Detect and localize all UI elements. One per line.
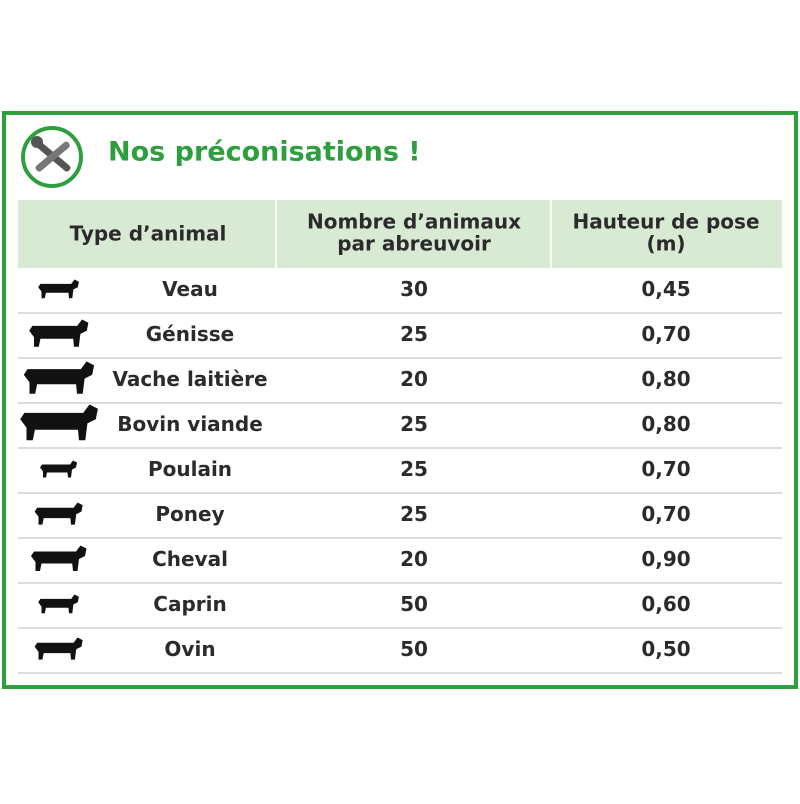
animal-silhouette (31, 545, 87, 571)
cell: 0,60 (641, 592, 690, 616)
animal-silhouette (38, 594, 79, 614)
cell: 0,90 (641, 547, 690, 571)
animal-icon (23, 361, 95, 394)
cell: Poulain (148, 457, 232, 481)
table-header-bg (18, 200, 782, 268)
animal-silhouette (20, 404, 98, 441)
column-header: (m) (646, 232, 685, 256)
tools-icon (21, 126, 83, 188)
cell: 50 (400, 637, 428, 661)
cell: Vache laitière (112, 367, 267, 391)
cell: Cheval (152, 547, 228, 571)
cell: 30 (400, 277, 428, 301)
cell: 0,45 (641, 277, 690, 301)
animal-silhouette (40, 460, 77, 478)
animal-icon (38, 594, 79, 614)
animal-icon (40, 460, 77, 478)
animal-silhouette (23, 361, 95, 394)
cell: 0,70 (641, 322, 690, 346)
cell: 20 (400, 547, 428, 571)
column-header: Type d’animal (70, 222, 227, 246)
animal-silhouette (34, 637, 83, 660)
cell: 0,70 (641, 502, 690, 526)
animal-silhouette (38, 279, 79, 299)
cell: 20 (400, 367, 428, 391)
animal-silhouette (29, 319, 89, 347)
animal-icon (34, 637, 83, 660)
cell: 25 (400, 412, 428, 436)
animal-icon (38, 279, 79, 299)
column-header: Hauteur de pose (572, 210, 759, 234)
cell: 25 (400, 457, 428, 481)
cell: 50 (400, 592, 428, 616)
cell: 0,80 (641, 367, 690, 391)
cell: 0,50 (641, 637, 690, 661)
cell: 0,70 (641, 457, 690, 481)
column-header: Nombre d’animaux (307, 210, 521, 234)
cell: 25 (400, 502, 428, 526)
cell: Veau (162, 277, 218, 301)
cell: Ovin (164, 637, 215, 661)
animal-silhouette (34, 502, 83, 525)
cell: Bovin viande (117, 412, 263, 436)
cell: 25 (400, 322, 428, 346)
title: Nos préconisations ! (108, 137, 421, 168)
cell: 0,80 (641, 412, 690, 436)
animal-icon (34, 502, 83, 525)
animal-icon (20, 404, 98, 441)
cell: Poney (155, 502, 224, 526)
column-header: par abreuvoir (337, 232, 491, 256)
animal-icon (29, 319, 89, 347)
cell: Caprin (153, 592, 226, 616)
animal-icon (31, 545, 87, 571)
cell: Génisse (146, 322, 234, 346)
